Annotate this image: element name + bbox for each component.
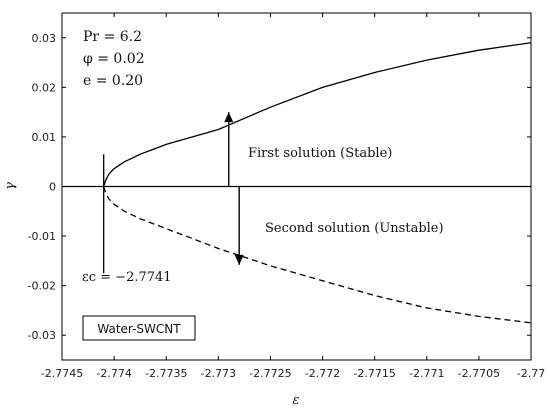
x-tick-label: -2.7725 [249, 367, 291, 380]
critical-value-label: εc = −2.7741 [82, 270, 172, 285]
series-line-1 [103, 186, 532, 324]
y-tick-label: 0.03 [32, 32, 57, 45]
x-axis-ticks: -2.7745 -2.774 -2.7735 -2.773 -2.7725 -2.772-… [41, 13, 545, 380]
arrow-head-0 [224, 112, 234, 123]
x-tick-label: -2.7735 [145, 367, 187, 380]
series-layer [62, 42, 532, 324]
legend-box [82, 315, 196, 341]
param-phi: φ = 0.02 [83, 51, 145, 67]
y-tick-label: -0.03 [28, 329, 56, 342]
param-e: e = 0.20 [83, 73, 143, 89]
arrow-head-1 [234, 254, 244, 265]
second-solution-label: Second solution (Unstable) [265, 221, 444, 236]
x-axis-label: ε [293, 393, 300, 408]
y-tick-label: -0.02 [28, 280, 56, 293]
y-tick-label: 0.02 [32, 81, 57, 94]
x-tick-label: -2.771 [409, 367, 444, 380]
x-tick-label: -2.7705 [458, 367, 500, 380]
x-tick-label: -2.773 [201, 367, 236, 380]
marker-layer [103, 112, 244, 274]
param-pr: Pr = 6.2 [83, 29, 142, 45]
x-tick-label: -2.772 [305, 367, 340, 380]
y-tick-label: 0 [49, 181, 56, 194]
y-tick-label: -0.01 [28, 230, 56, 243]
first-solution-label: First solution (Stable) [248, 146, 392, 161]
x-tick-label: -2.774 [96, 367, 131, 380]
y-tick-label: 0.01 [32, 131, 57, 144]
series-line-0 [103, 42, 532, 187]
x-tick-label: -2.7715 [353, 367, 395, 380]
y-axis-label: γ [3, 182, 18, 190]
x-tick-label: -2.77 [517, 367, 545, 380]
x-tick-label: -2.7745 [41, 367, 83, 380]
legend-box-label: Water-SWCNT [97, 322, 181, 336]
y-axis-ticks: 0.03 0.02 0.01 0 -0.01 -0.02 -0.03 [28, 32, 531, 342]
